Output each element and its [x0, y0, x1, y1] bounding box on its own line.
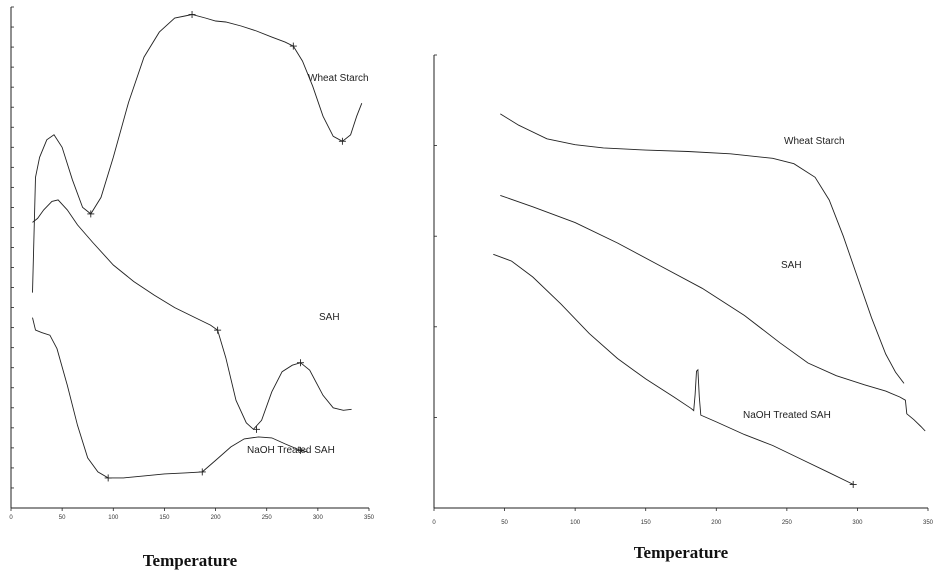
series-label-sah: SAH: [319, 312, 340, 323]
x-tick-label: 200: [711, 520, 722, 526]
data-point-marker: [198, 468, 206, 476]
data-point-marker: [289, 42, 297, 50]
left-chart-panel: 0 50 100 150 200 250 300 350 Temperature Wheat St…: [9, 6, 375, 570]
series-line-sah: [32, 199, 352, 430]
data-point-marker: [87, 210, 95, 218]
x-tick-label: 300: [313, 515, 324, 521]
x-tick-label: 300: [852, 520, 863, 526]
x-tick-label: 350: [923, 520, 934, 526]
series-line-sah: [500, 194, 926, 432]
data-point-marker: [214, 326, 222, 334]
x-tick-label: 0: [9, 515, 13, 521]
x-tick-label: 100: [108, 515, 119, 521]
x-tick-label: 50: [59, 515, 66, 521]
x-tick-label: 350: [364, 515, 375, 521]
x-axis-label: Temperature: [143, 551, 238, 570]
x-tick-label: 250: [262, 515, 273, 521]
series-label-sah: SAH: [781, 260, 802, 271]
data-point-marker: [252, 425, 260, 433]
x-axis-label: Temperature: [634, 543, 729, 562]
data-point-marker: [338, 137, 346, 145]
series-line-naoh-treated-sah: [32, 317, 308, 479]
series-label-wheat-starch: Wheat Starch: [308, 73, 369, 84]
x-tick-label: 150: [641, 520, 652, 526]
series-line-wheat-starch: [32, 14, 363, 293]
data-point-marker: [104, 474, 112, 482]
x-tick-label: 100: [570, 520, 581, 526]
data-point-marker: [296, 359, 304, 367]
series-label-naoh-treated-sah: NaOH Treated SAH: [743, 410, 831, 421]
data-point-marker: [296, 446, 304, 454]
right-chart-panel: 0 50 100 150 200 250 300 350 Temperature Wheat St…: [432, 54, 934, 562]
x-tick-label: 200: [211, 515, 222, 521]
x-tick-label: 50: [501, 520, 508, 526]
x-tick-label: 150: [159, 515, 170, 521]
series-label-naoh-treated-sah: NaOH Treated SAH: [247, 445, 335, 456]
x-tick-label: 0: [432, 520, 436, 526]
series-line-naoh-treated-sah: [493, 253, 854, 485]
data-point-marker: [188, 11, 196, 19]
data-point-marker: [849, 480, 857, 488]
series-line-wheat-starch: [500, 113, 905, 384]
x-tick-label: 250: [782, 520, 793, 526]
series-label-wheat-starch: Wheat Starch: [784, 136, 845, 147]
